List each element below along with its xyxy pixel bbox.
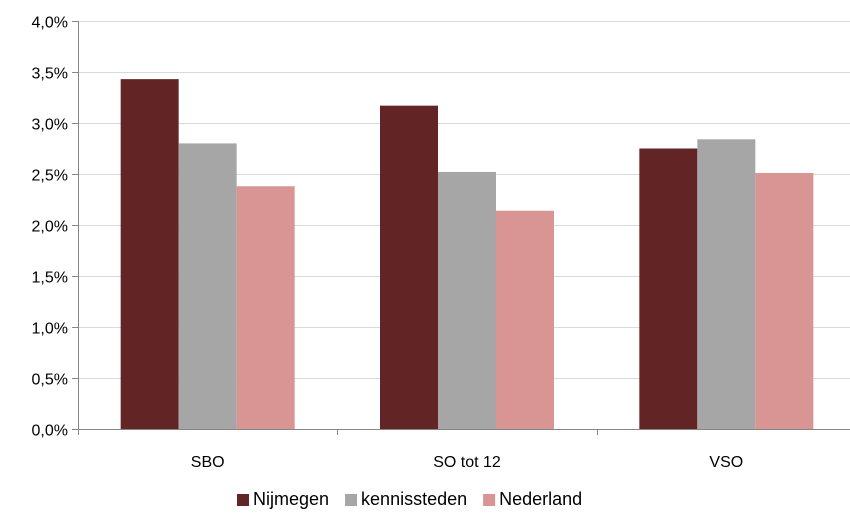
y-tick-label: 0,5% — [32, 372, 68, 389]
bar-nijmegen-so-tot-12 — [380, 105, 438, 429]
x-category-label: SBO — [191, 454, 225, 471]
legend-swatch — [237, 494, 249, 506]
x-axis — [78, 21, 850, 435]
legend-swatch — [483, 494, 496, 506]
y-tick-label: 1,5% — [32, 270, 68, 287]
bar-nijmegen-sbo — [120, 79, 179, 429]
y-tick-label: 2,0% — [32, 219, 68, 236]
y-tick-label: 3,5% — [32, 66, 68, 83]
y-tick-label: 3,0% — [32, 117, 68, 134]
y-axis-tick-labels: 0,0% 0,5% 1,0% 1,5% 2,0% 2,5% 3,0% 3,5% 4,0% — [32, 15, 68, 440]
bar-kennissteden-sbo — [178, 143, 237, 429]
x-category-label: SO tot 12 — [433, 454, 501, 471]
bar-nijmegen-vso — [639, 148, 698, 429]
bar-kennissteden-vso — [697, 139, 756, 429]
y-tick-label: 2,5% — [32, 168, 68, 185]
bar-nederland-sbo — [236, 186, 295, 429]
bar-nederland-so-tot-12 — [496, 210, 554, 429]
bars — [120, 79, 814, 430]
y-tick-label: 1,0% — [32, 321, 68, 338]
legend-label: Nijmegen — [253, 489, 329, 509]
x-axis-category-labels: SBO SO tot 12 VSO — [191, 454, 743, 471]
y-tick-label: 0,0% — [32, 423, 68, 440]
legend: Nijmegen kennissteden Nederland — [237, 489, 582, 509]
legend-swatch — [345, 494, 358, 506]
bar-kennissteden-so-tot-12 — [438, 171, 496, 429]
y-tick-label: 4,0% — [32, 15, 68, 32]
x-category-label: VSO — [709, 454, 743, 471]
legend-label: kennissteden — [361, 489, 467, 509]
bar-nederland-vso — [755, 172, 814, 430]
legend-label: Nederland — [499, 489, 582, 509]
